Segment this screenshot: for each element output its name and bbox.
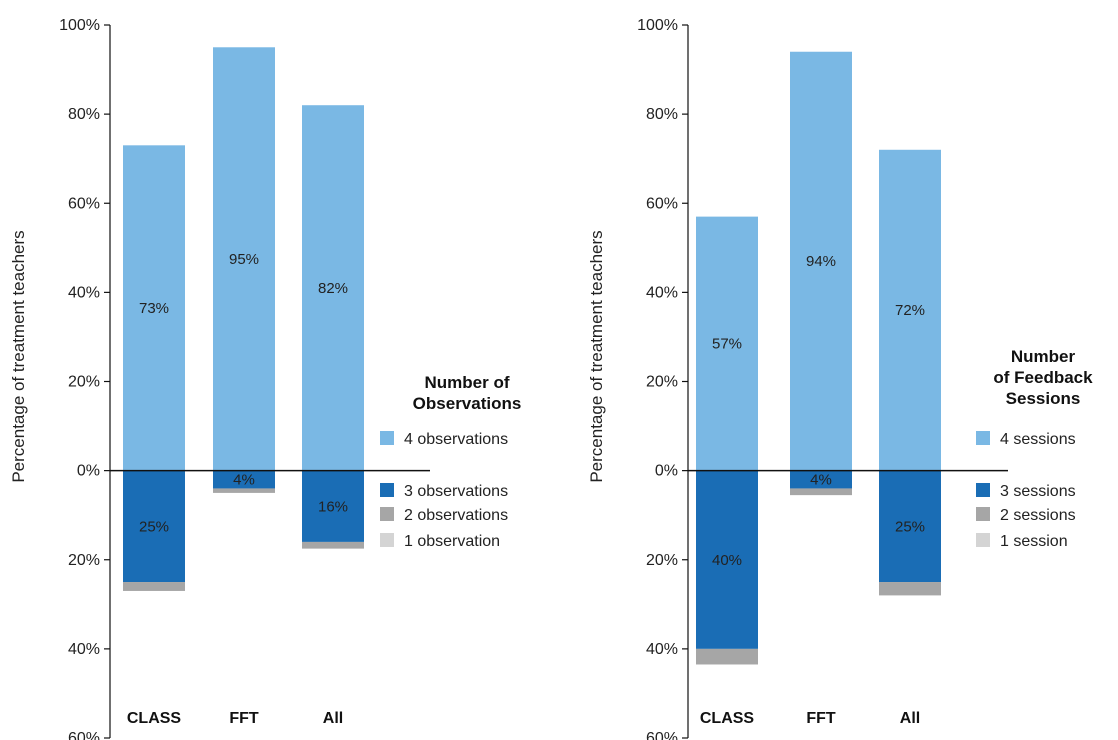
legend-item-label: 4 observations <box>404 431 508 448</box>
legend-swatch <box>976 507 990 521</box>
y-tick-label: 20% <box>68 552 100 569</box>
y-tick-label: 40% <box>68 641 100 658</box>
legend-title: of Feedback <box>993 368 1093 387</box>
category-label: CLASS <box>700 710 755 727</box>
legend-item-label: 4 sessions <box>1000 431 1076 448</box>
bar-segment <box>696 216 758 471</box>
data-label: 25% <box>139 518 169 535</box>
y-tick-label: 60% <box>646 730 678 740</box>
legend-title: Sessions <box>1006 389 1081 408</box>
data-label: 57% <box>712 336 742 353</box>
y-axis-label: Percentage of treatment teachers <box>587 230 606 482</box>
bar-segment <box>696 470 758 649</box>
bar-segment <box>302 105 364 471</box>
bar-segment <box>213 488 275 493</box>
bar-segment <box>879 582 941 596</box>
bar-segment <box>302 541 364 549</box>
legend-title: Number of <box>425 373 510 392</box>
y-tick-label: 20% <box>646 552 678 569</box>
y-tick-label: 40% <box>646 641 678 658</box>
bar-segment <box>790 51 852 471</box>
y-tick-label: 60% <box>646 195 678 212</box>
data-label: 4% <box>233 472 255 489</box>
y-tick-label: 40% <box>646 284 678 301</box>
legend-title: Number <box>1011 347 1076 366</box>
legend-swatch <box>976 483 990 497</box>
data-label: 16% <box>318 498 348 515</box>
legend-item-label: 3 sessions <box>1000 483 1076 500</box>
legend-swatch <box>380 431 394 445</box>
y-tick-label: 0% <box>655 463 678 480</box>
y-tick-label: 0% <box>77 463 100 480</box>
bar-segment <box>123 145 185 471</box>
legend-item-label: 1 observation <box>404 533 500 550</box>
bar-segment <box>696 648 758 665</box>
y-tick-label: 40% <box>68 284 100 301</box>
legend-swatch <box>976 431 990 445</box>
legend-title: Observations <box>413 394 522 413</box>
y-tick-label: 80% <box>68 106 100 123</box>
bar-segment <box>123 470 185 583</box>
data-label: 94% <box>806 253 836 270</box>
legend-item-label: 2 observations <box>404 507 508 524</box>
y-tick-label: 80% <box>646 106 678 123</box>
y-tick-label: 60% <box>68 195 100 212</box>
category-label: CLASS <box>127 710 182 727</box>
bar-segment <box>213 47 275 471</box>
data-label: 72% <box>895 302 925 319</box>
bar-segment <box>879 149 941 471</box>
category-label: All <box>323 710 343 727</box>
y-tick-label: 20% <box>68 374 100 391</box>
data-label: 4% <box>810 472 832 489</box>
bar-segment <box>790 470 852 489</box>
legend-swatch <box>380 533 394 547</box>
bar-segment <box>302 470 364 542</box>
legend-item-label: 1 session <box>1000 533 1068 550</box>
legend-swatch <box>976 533 990 547</box>
y-tick-label: 20% <box>646 374 678 391</box>
data-label: 73% <box>139 300 169 317</box>
category-label: All <box>900 710 920 727</box>
legend-item-label: 3 observations <box>404 483 508 500</box>
y-axis-label: Percentage of treatment teachers <box>9 230 28 482</box>
legend-swatch <box>380 483 394 497</box>
data-label: 40% <box>712 552 742 569</box>
bar-segment <box>123 582 185 591</box>
legend-swatch <box>380 507 394 521</box>
bar-segment <box>879 470 941 583</box>
y-tick-label: 100% <box>637 17 678 34</box>
bar-segment <box>213 470 275 489</box>
data-label: 95% <box>229 251 259 268</box>
data-label: 82% <box>318 280 348 297</box>
bar-segment <box>790 488 852 496</box>
y-tick-label: 60% <box>68 730 100 740</box>
category-label: FFT <box>229 710 259 727</box>
data-label: 25% <box>895 518 925 535</box>
category-label: FFT <box>806 710 836 727</box>
y-tick-label: 100% <box>59 17 100 34</box>
legend-item-label: 2 sessions <box>1000 507 1076 524</box>
